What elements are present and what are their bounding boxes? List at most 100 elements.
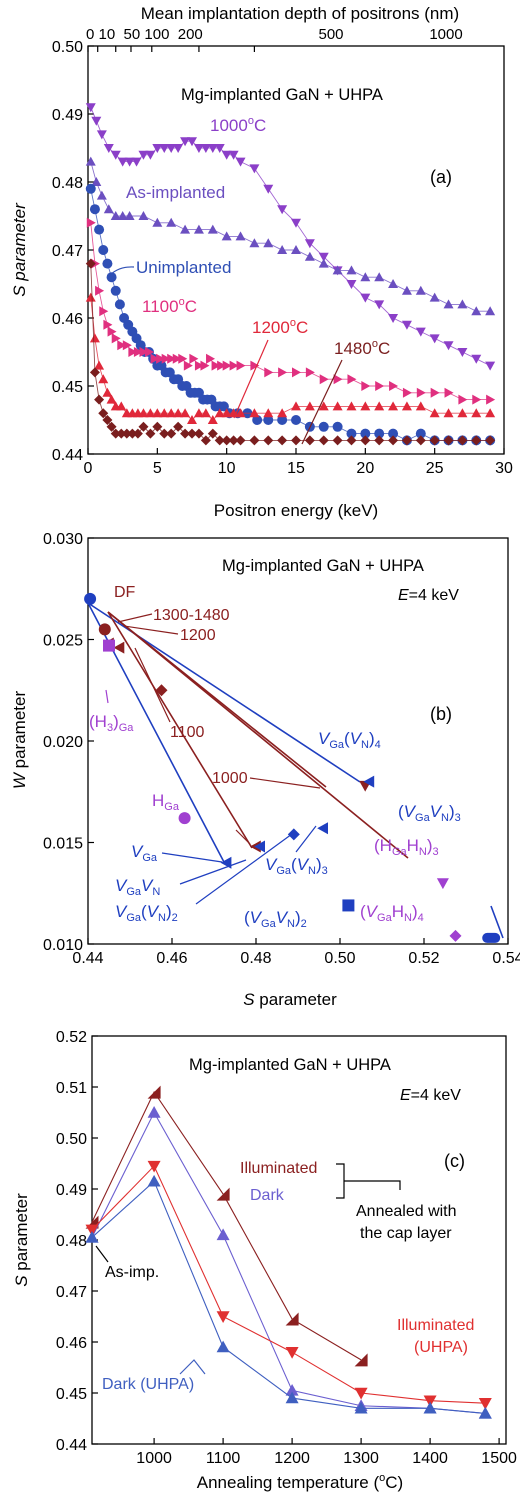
data-point (285, 1391, 299, 1404)
data-point (147, 1106, 161, 1118)
data-point (429, 334, 440, 344)
panel-c-ann-annealed1: Annealed with (356, 1203, 457, 1220)
data-point (166, 144, 177, 153)
data-point (216, 1340, 230, 1353)
data-point (354, 1353, 368, 1367)
data-point (429, 292, 440, 302)
data-point (401, 401, 412, 411)
data-point (95, 285, 105, 296)
data-point (485, 306, 496, 316)
x-tick-label: 30 (495, 460, 513, 477)
data-point (145, 347, 155, 357)
data-point (161, 353, 171, 364)
data-point (485, 408, 496, 418)
panel-b-ann-vga-pointer (161, 852, 223, 863)
data-point (193, 224, 204, 234)
data-point (124, 211, 135, 220)
data-point (172, 353, 182, 364)
data-point (318, 435, 329, 446)
data-point (332, 435, 343, 446)
data-point (332, 265, 343, 275)
data-point (291, 415, 301, 425)
x-tick-label: 1100 (206, 1450, 241, 1467)
y-tick-label: 0.52 (56, 1029, 87, 1046)
data-point (263, 415, 274, 425)
data-point (117, 157, 128, 167)
data-point (94, 360, 105, 370)
data-point (319, 374, 329, 385)
data-point (138, 421, 149, 432)
data-point (278, 367, 288, 378)
panel-b-ann-vgavn4: VGa(VN)4 (318, 729, 381, 751)
data-point (200, 144, 211, 153)
y-tick-label: 0.46 (52, 311, 83, 328)
data-point (103, 319, 113, 330)
data-point (304, 435, 315, 446)
data-point (117, 211, 128, 220)
data-point (443, 299, 454, 309)
y-tick-label: 0.47 (56, 1284, 87, 1301)
panel-c-ann-dark-uhpa: Dark (UHPA) (102, 1376, 194, 1393)
data-point (91, 177, 102, 186)
data-point (254, 840, 265, 853)
data-point (133, 347, 143, 357)
data-point (360, 272, 371, 282)
panel-c-ann-illum-uhpa1: Illuminated (397, 1317, 474, 1334)
data-point (263, 184, 274, 194)
panel-c-label: (c) (444, 1151, 465, 1171)
data-point (285, 1347, 299, 1359)
x-tick-label: 0.44 (72, 950, 103, 967)
data-point (346, 280, 357, 289)
data-point (332, 421, 343, 432)
panel-b-ann-1000-pointer (249, 777, 321, 789)
x-tick-label: 1200 (274, 1450, 310, 1467)
y-tick-label: 0.030 (43, 531, 83, 548)
data-point (374, 401, 385, 411)
panel-a-top-tick-1000: 1000 (429, 26, 462, 43)
panel-b-ann-1300-pointer (117, 613, 153, 623)
data-point (360, 428, 371, 439)
data-point (229, 360, 239, 371)
data-point (145, 428, 156, 439)
data-point (85, 1224, 99, 1237)
data-point (193, 144, 204, 153)
data-point (122, 340, 132, 351)
data-point (374, 300, 385, 310)
x-tick-label: 0 (84, 460, 93, 477)
panel-a-ylabel: S parameter (10, 202, 29, 297)
data-point (374, 435, 385, 446)
data-point (291, 245, 301, 254)
data-point (138, 211, 149, 220)
panel-c-ann-asimp-pointer (95, 1245, 109, 1263)
panel-c-ann-illuminated: Illuminated (240, 1160, 317, 1177)
data-point (228, 435, 239, 446)
data-point (152, 217, 163, 227)
x-tick-label: 1400 (412, 1450, 448, 1467)
panel-b: 0.44 0.46 0.48 0.50 0.52 0.54 0.010 0.015 0.020 0… (10, 531, 520, 1009)
data-point (363, 775, 375, 788)
panel-c-energy: E=4 keV (400, 1087, 461, 1104)
data-point (89, 333, 100, 343)
panel-c-ann-asimp: As-imp. (105, 1264, 159, 1281)
data-point (318, 258, 329, 268)
data-point (317, 822, 328, 835)
data-point (103, 639, 115, 652)
data-point (206, 353, 216, 364)
x-tick-label: 15 (287, 460, 305, 477)
data-point (332, 401, 343, 411)
panel-b-ann-vgavn2-pointer (195, 833, 293, 905)
data-point (207, 144, 218, 153)
data-point (127, 428, 138, 439)
panel-a-ann-unimplanted-pointer (107, 266, 135, 278)
data-point (152, 408, 163, 418)
data-point (145, 408, 156, 418)
data-point (145, 150, 156, 160)
data-point (111, 333, 121, 344)
data-point (415, 327, 426, 337)
data-point (388, 314, 399, 323)
data-point (457, 299, 468, 309)
data-point (415, 428, 426, 439)
data-point (107, 326, 117, 337)
data-point (147, 1160, 161, 1173)
